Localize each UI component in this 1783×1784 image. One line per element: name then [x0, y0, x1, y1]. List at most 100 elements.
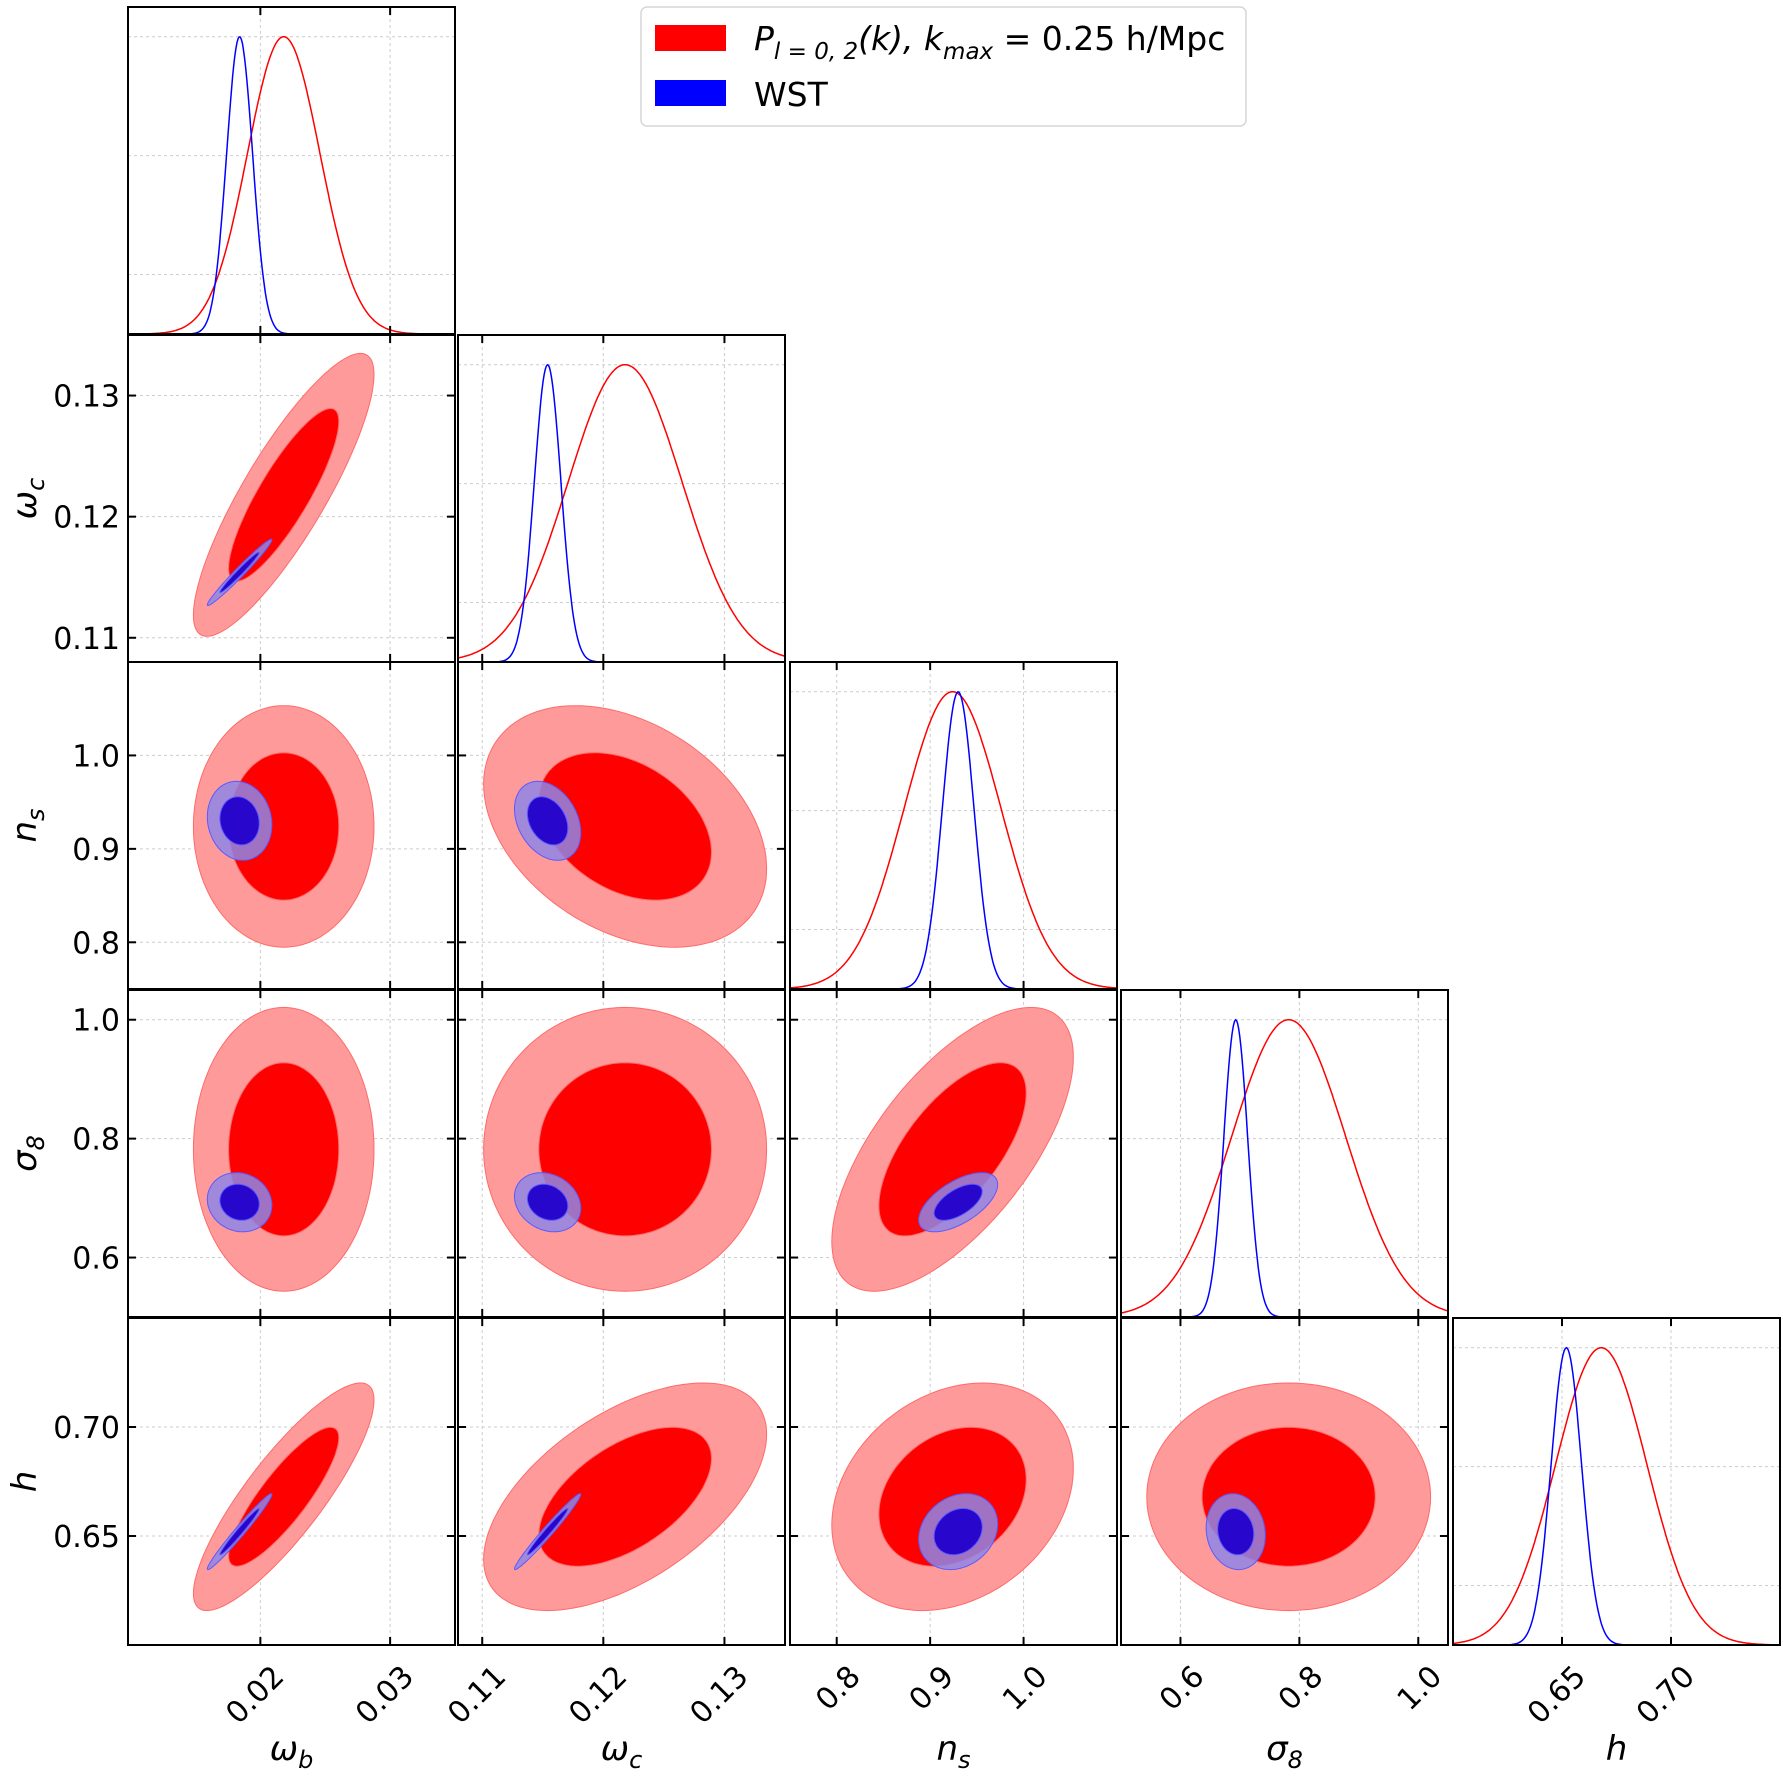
legend-label-wst: WST — [754, 75, 829, 114]
legend-swatch-blue — [655, 80, 726, 106]
x-tick-label: 0.03 — [349, 1659, 421, 1731]
panel-content — [458, 662, 785, 989]
x-axis-label: h — [1606, 1729, 1628, 1769]
contour-68-pk — [538, 1062, 713, 1237]
legend: Pl = 0, 2(k), kmax = 0.25 h/Mpc WST — [640, 6, 1247, 127]
x-tick-label: 0.65 — [1521, 1659, 1593, 1731]
marginal-curve-wst — [128, 36, 455, 334]
legend-pk-end: = 0.25 h/Mpc — [993, 19, 1225, 58]
contour-68-wst — [1217, 1508, 1255, 1556]
panel-content — [458, 990, 785, 1317]
panel-content — [790, 990, 1117, 1317]
x-tick-label: 0.8 — [1272, 1659, 1330, 1717]
legend-label-pk: Pl = 0, 2(k), kmax = 0.25 h/Mpc — [754, 19, 1225, 65]
panel-content — [128, 990, 455, 1317]
contour-68-wst — [219, 1183, 260, 1221]
legend-pk-main: P — [754, 19, 774, 58]
panel-content — [1121, 1318, 1448, 1645]
panel-4-0: 0.65 0.70 h 0.02 0.03 ωb — [5, 1317, 456, 1774]
x-tick-label: 0.6 — [1153, 1659, 1211, 1717]
panel-content — [1453, 1318, 1780, 1645]
panel-frame — [1120, 989, 1449, 1318]
x-tick-label: 1.0 — [1391, 1659, 1449, 1717]
panel-4-2: 0.8 0.9 1.0 ns — [789, 1317, 1118, 1774]
contour-68-wst — [933, 1183, 983, 1221]
contour-68-pk — [228, 1426, 340, 1567]
marginal-curve-pk — [1453, 1346, 1780, 1645]
y-tick-label: 0.70 — [53, 1411, 120, 1446]
contour-68-wst — [526, 1183, 569, 1221]
legend-pk-sub2: max — [943, 39, 993, 65]
y-axis-label: h — [5, 1471, 45, 1493]
panel-content — [128, 1318, 455, 1645]
panel-0-0 — [127, 6, 456, 335]
contour-68-wst — [219, 796, 260, 846]
panel-frame — [127, 1317, 456, 1646]
y-tick-label: 0.9 — [72, 833, 120, 868]
x-tick-label: 0.12 — [562, 1659, 634, 1731]
marginal-curve-pk — [128, 35, 455, 334]
panel-content — [790, 662, 1117, 989]
y-tick-label: 0.8 — [72, 926, 120, 961]
panel-content — [128, 7, 455, 334]
marginal-curve-pk — [458, 363, 785, 659]
x-tick-label: 1.0 — [996, 1659, 1054, 1717]
panel-content — [790, 1318, 1117, 1645]
x-axis-label: ωb — [270, 1729, 314, 1774]
panel-content — [458, 335, 785, 662]
x-axis-label: ns — [936, 1729, 970, 1774]
panel-4-3: 0.6 0.8 1.0 σ8 — [1120, 1317, 1449, 1774]
legend-frame — [640, 6, 1247, 127]
x-axis-label: σ8 — [1266, 1729, 1303, 1774]
x-tick-label: 0.8 — [809, 1659, 867, 1717]
panel-3-1 — [457, 989, 786, 1318]
y-tick-label: 1.0 — [72, 1004, 120, 1039]
panel-2-1 — [457, 661, 786, 990]
panel-1-0: 0.11 0.12 0.13 ωc — [5, 334, 456, 663]
legend-swatch-red — [655, 25, 726, 51]
panel-1-1 — [457, 334, 786, 663]
panel-content — [128, 335, 455, 662]
marginal-curve-pk — [1121, 1018, 1448, 1314]
panel-frame — [1120, 1317, 1449, 1646]
y-axis-label: ns — [5, 808, 50, 842]
panel-2-0: 0.8 0.9 1.0 ns — [5, 661, 456, 990]
panel-content — [458, 1318, 785, 1645]
contour-68-pk — [228, 408, 340, 582]
marginal-curve-wst — [790, 690, 1117, 989]
panel-frame — [789, 661, 1118, 990]
panel-2-2 — [789, 661, 1118, 990]
panel-frame — [127, 6, 456, 335]
panel-frame — [1452, 1317, 1781, 1646]
marginal-curve-pk — [790, 690, 1117, 989]
y-tick-label: 0.65 — [53, 1520, 120, 1555]
marginal-curve-wst — [1121, 1018, 1448, 1317]
legend-pk-sub: l = 0, 2 — [774, 39, 858, 65]
x-tick-label: 0.11 — [441, 1659, 513, 1731]
contour-68-wst — [933, 1508, 983, 1556]
y-tick-label: 0.12 — [53, 501, 120, 536]
panel-3-0: 0.6 0.8 1.0 σ8 — [5, 989, 456, 1318]
y-axis-label: σ8 — [5, 1135, 50, 1172]
panel-4-4: 0.65 0.70h — [1452, 1317, 1781, 1769]
y-tick-label: 0.11 — [53, 622, 120, 657]
contour-68-wst — [526, 796, 569, 846]
contour-68-wst — [526, 1508, 569, 1556]
y-tick-label: 0.8 — [72, 1123, 120, 1158]
x-axis-label: ωc — [601, 1729, 643, 1774]
panel-frame — [789, 1317, 1118, 1646]
y-axis-label: ωc — [5, 478, 50, 520]
x-tick-label: 0.70 — [1630, 1659, 1702, 1731]
marginal-curve-wst — [458, 363, 785, 662]
x-tick-label: 0.9 — [903, 1659, 961, 1717]
x-tick-label: 0.13 — [683, 1659, 755, 1731]
panels: 0.11 0.12 0.13 ωc 0.8 0.9 1.0 ns 0.6 0.8 1.0 σ8 0.65… — [5, 6, 1781, 1774]
contour-68-wst — [219, 551, 260, 594]
panel-frame — [457, 1317, 786, 1646]
panel-3-2 — [789, 989, 1118, 1318]
y-tick-label: 0.13 — [53, 380, 120, 415]
panel-4-1: 0.11 0.12 0.13 ωc — [441, 1317, 786, 1774]
x-tick-label: 0.02 — [219, 1659, 291, 1731]
y-tick-label: 0.6 — [72, 1242, 120, 1277]
